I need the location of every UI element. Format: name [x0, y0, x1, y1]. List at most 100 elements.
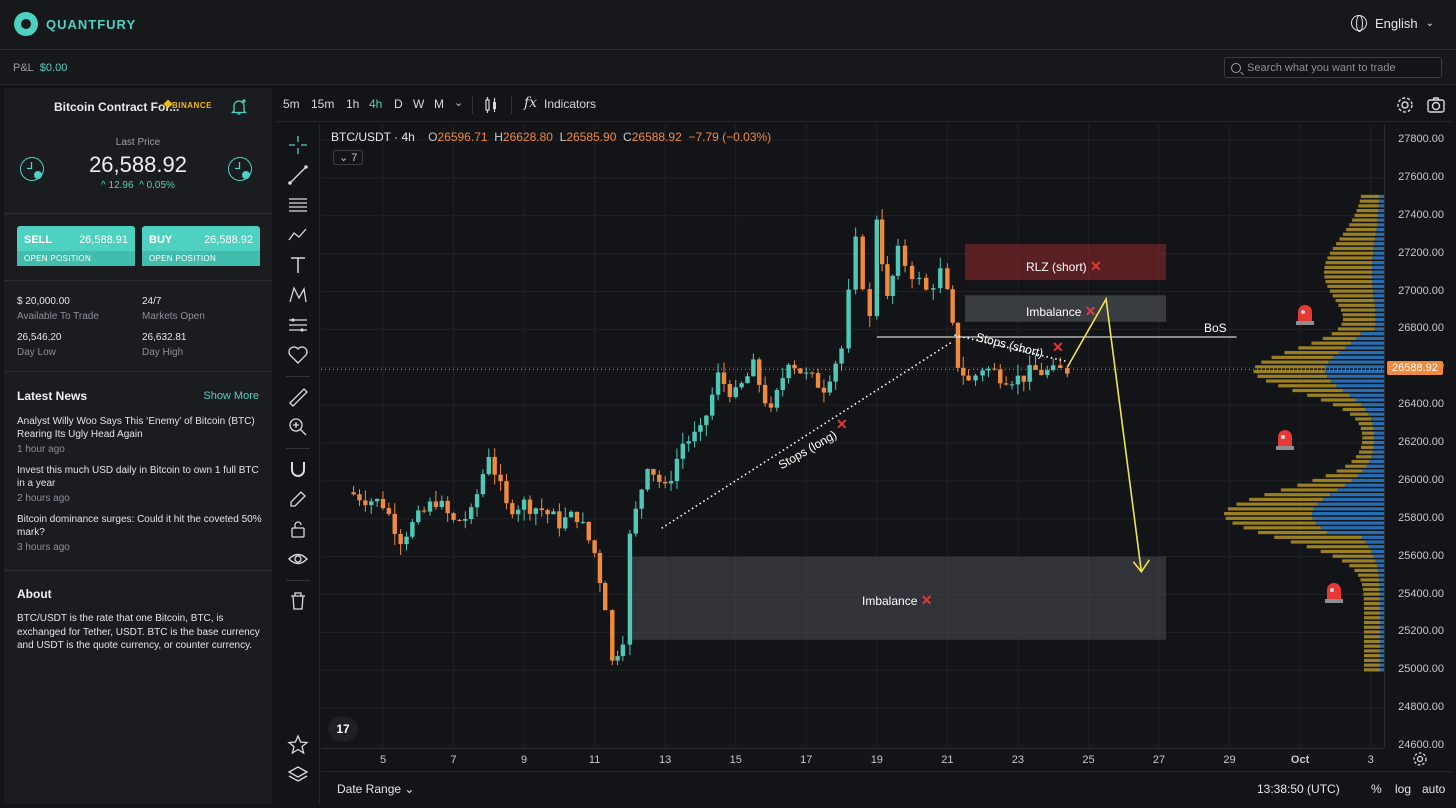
volume-profile-bar — [1330, 493, 1384, 497]
x-mark-icon: ✕ — [1084, 303, 1097, 319]
volume-profile-bar — [1373, 294, 1384, 298]
candle-body — [804, 372, 809, 374]
layers-icon[interactable] — [287, 764, 309, 786]
candle-body — [757, 359, 762, 385]
indicators-button[interactable]: Indicators — [544, 97, 597, 111]
date-range-button[interactable]: Date Range ⌄ — [337, 782, 414, 796]
indicators-fx-icon[interactable]: fx — [524, 95, 538, 111]
volume-profile-bar — [1350, 412, 1369, 416]
bos-label: BoS — [1204, 321, 1227, 335]
price-change: ^ 12.96 ^ 0.05% — [4, 180, 272, 191]
volume-profile-bar — [1361, 441, 1375, 445]
volume-profile-bar — [1372, 284, 1384, 288]
price-chart-svg[interactable] — [321, 124, 1384, 748]
volume-profile-bar — [1258, 530, 1328, 535]
show-more-link[interactable]: Show More — [203, 390, 259, 402]
volume-profile-bar — [1236, 502, 1318, 506]
trendline-icon[interactable] — [287, 164, 309, 186]
percent-toggle[interactable]: % — [1371, 782, 1382, 796]
volume-profile-bar — [1360, 426, 1374, 430]
news-item[interactable]: Invest this much USD daily in Bitcoin to… — [17, 464, 262, 505]
volume-profile-bar — [1377, 564, 1384, 568]
axis-settings-gear-icon[interactable] — [1411, 750, 1429, 768]
log-toggle[interactable]: log — [1395, 782, 1412, 796]
volume-profile-bar — [1372, 256, 1384, 260]
volume-profile-bar — [1345, 464, 1367, 468]
candle-body — [615, 656, 620, 661]
eye-icon[interactable] — [287, 548, 309, 570]
auto-toggle[interactable]: auto — [1422, 782, 1446, 796]
candle-body — [533, 508, 539, 514]
volume-profile-bar — [1337, 327, 1375, 331]
volume-profile-bar — [1360, 578, 1380, 582]
timeframe-w[interactable]: W — [413, 97, 425, 111]
search-input[interactable]: Search what you want to trade — [1224, 57, 1442, 78]
globe-icon — [1350, 15, 1367, 32]
timeframe-5m[interactable]: 5m — [283, 97, 300, 111]
volume-profile-bar — [1374, 327, 1384, 331]
timeframe-1h[interactable]: 1h — [346, 97, 360, 111]
timeframe-15m[interactable]: 15m — [311, 97, 335, 111]
horizontal-lines-icon[interactable] — [287, 194, 309, 216]
utc-clock[interactable]: 13:38:50 (UTC) — [1257, 782, 1340, 796]
zone-box — [965, 295, 1167, 322]
volume-profile-bar — [1342, 559, 1376, 563]
volume-profile-bar — [1354, 568, 1379, 573]
legend-symbol: BTC/USDT · 4h — [331, 130, 415, 144]
quantfury-logo-icon[interactable] — [14, 12, 38, 36]
prediction-icon[interactable] — [287, 314, 309, 336]
path-icon[interactable] — [287, 224, 309, 246]
news-item[interactable]: Analyst Willy Woo Says This ‘Enemy’ of B… — [17, 415, 262, 456]
pattern-icon[interactable] — [287, 284, 309, 306]
candle-body — [468, 507, 474, 519]
bear-gauge-icon[interactable] — [20, 157, 44, 181]
buy-button[interactable]: BUY 26,588.92 OPEN POSITION — [142, 226, 260, 266]
volume-profile-bar — [1332, 246, 1374, 251]
lock-icon[interactable] — [287, 518, 309, 540]
price-axis[interactable]: 27800.00 27600.00 27400.00 27200.00 27000.00… — [1384, 124, 1452, 751]
volume-profile-bar — [1360, 194, 1380, 199]
volume-profile-bar — [1341, 322, 1376, 326]
volume-profile-bar — [1329, 289, 1374, 293]
heart-icon[interactable] — [287, 344, 309, 366]
crosshair-icon[interactable] — [287, 134, 309, 156]
alert-bell-icon[interactable] — [230, 98, 248, 116]
volume-profile-bar — [1375, 232, 1384, 236]
tradingview-logo-icon[interactable]: 17 — [328, 716, 358, 742]
magnet-icon[interactable] — [287, 458, 309, 480]
camera-screenshot-icon[interactable] — [1426, 95, 1446, 115]
language-selector[interactable]: English ⌄ — [1350, 15, 1434, 32]
chart-plot[interactable] — [321, 124, 1384, 748]
candle-body — [902, 245, 908, 266]
instrument-name: Bitcoin Contract For... — [54, 100, 180, 114]
indicator-collapse-button[interactable]: ⌄ 7 — [333, 150, 364, 165]
pencil-lock-icon[interactable] — [287, 488, 309, 510]
volume-profile-bar — [1351, 478, 1384, 483]
news-item[interactable]: Bitcoin dominance surges: Could it hit t… — [17, 513, 262, 554]
trash-icon[interactable] — [287, 590, 309, 612]
volume-profile-bar — [1330, 379, 1384, 383]
candle-body — [527, 499, 533, 514]
volume-profile-bar — [1379, 625, 1384, 629]
timeframe-4h[interactable]: 4h — [369, 97, 383, 111]
brand-name[interactable]: QUANTFURY — [46, 17, 137, 32]
volume-profile-bar — [1379, 611, 1384, 615]
timeframe-m[interactable]: M — [434, 97, 444, 111]
time-axis[interactable]: 5 7 9 11 13 15 17 19 21 23 25 27 29 Oct 3 — [321, 748, 1384, 770]
volume-profile-bar — [1380, 639, 1384, 644]
zoom-in-icon[interactable] — [287, 416, 309, 438]
timeframe-dropdown-icon[interactable]: ⌄ — [454, 97, 464, 109]
ruler-icon[interactable] — [287, 386, 309, 408]
pnl-bar: P&L $0.00 Search what you want to trade — [0, 51, 1456, 85]
sell-button[interactable]: SELL 26,588.91 OPEN POSITION — [17, 226, 135, 266]
x-mark-icon: ✕ — [836, 416, 848, 432]
candlestick-type-icon[interactable] — [483, 96, 499, 114]
candle-body — [610, 610, 615, 661]
settings-gear-icon[interactable] — [1395, 95, 1415, 115]
text-icon[interactable] — [287, 254, 309, 276]
star-favorite-icon[interactable] — [287, 734, 309, 756]
bull-gauge-icon[interactable] — [228, 157, 252, 181]
timeframe-d[interactable]: D — [394, 97, 403, 111]
projection-arrowhead — [1132, 559, 1151, 574]
price-tick-label: 24800.00 — [1398, 701, 1444, 714]
